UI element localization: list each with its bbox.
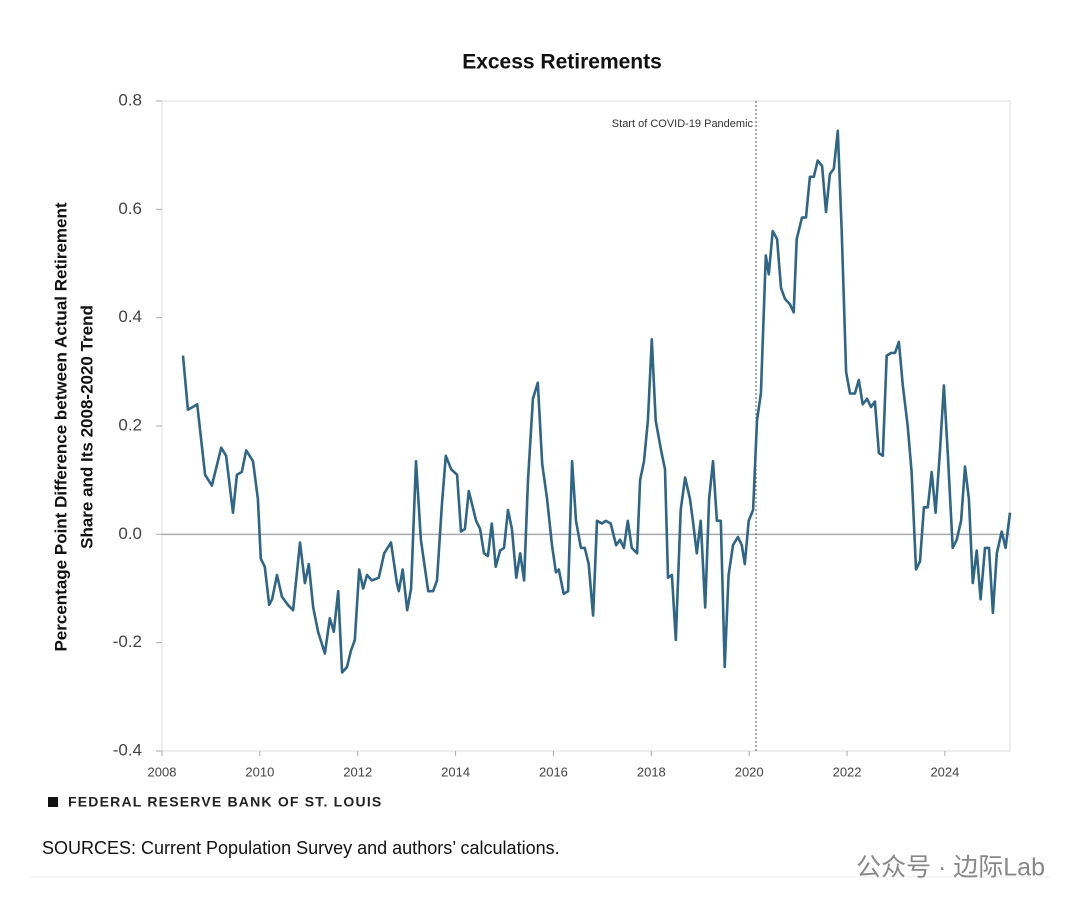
y-tick-label: -0.4 bbox=[113, 740, 142, 759]
data-line bbox=[181, 129, 1012, 674]
x-tick-label: 2012 bbox=[343, 764, 372, 779]
y-tick-label: 0.0 bbox=[118, 524, 142, 543]
y-tick-label: 0.4 bbox=[118, 307, 142, 326]
y-tick-label: -0.2 bbox=[113, 632, 142, 651]
y-axis-label-line: Share and Its 2008-2020 Trend bbox=[77, 305, 96, 549]
y-tick-label: 0.8 bbox=[118, 90, 142, 109]
x-tick-label: 2014 bbox=[441, 764, 470, 779]
brand-icon bbox=[48, 797, 58, 807]
chart-title: Excess Retirements bbox=[462, 51, 662, 74]
x-tick-label: 2016 bbox=[539, 764, 568, 779]
annotation-text: Start of COVID-19 Pandemic bbox=[612, 118, 754, 130]
source-brand: FEDERAL RESERVE BANK OF ST. LOUIS bbox=[68, 794, 382, 810]
x-tick-label: 2018 bbox=[637, 764, 666, 779]
x-tick-label: 2024 bbox=[930, 764, 959, 779]
y-axis-label-line: Percentage Point Difference between Actu… bbox=[51, 202, 70, 651]
x-tick-label: 2020 bbox=[735, 764, 764, 779]
x-tick-label: 2022 bbox=[833, 764, 862, 779]
y-tick-label: 0.2 bbox=[118, 415, 142, 434]
watermark: 公众号 · 边际Lab bbox=[856, 854, 1045, 882]
x-tick-label: 2008 bbox=[148, 764, 177, 779]
sources-note: SOURCES: Current Population Survey and a… bbox=[42, 838, 560, 858]
y-tick-label: 0.6 bbox=[118, 199, 142, 218]
x-tick-label: 2010 bbox=[245, 764, 274, 779]
y-axis-label: Percentage Point Difference between Actu… bbox=[51, 202, 96, 651]
